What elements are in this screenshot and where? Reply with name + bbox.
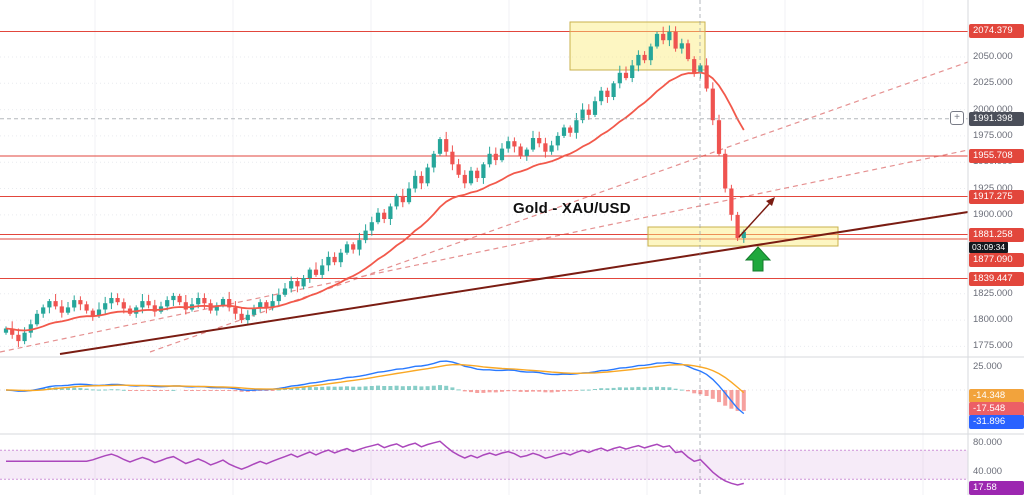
price-axis-tick: 1925.000 (973, 182, 1013, 194)
rsi-axis-tick: 40.000 (973, 466, 1003, 477)
level-1839-badge[interactable]: 1839.447 (969, 271, 1024, 286)
breakout-arrow[interactable] (738, 197, 775, 238)
price-axis-tick: 1775.000 (973, 340, 1013, 352)
trend-channel-lines[interactable] (0, 61, 969, 353)
macd-line-badge[interactable]: -31.896 (969, 415, 1024, 429)
candlestick-series[interactable] (3, 25, 746, 348)
rsi-panel[interactable] (0, 440, 968, 486)
symbol-label: Gold - XAU/USD (513, 200, 631, 217)
macd-histogram-badge[interactable]: -17.548 (969, 402, 1024, 416)
crosshair-add-icon[interactable]: + (950, 111, 964, 125)
rsi-axis-tick: 80.000 (973, 437, 1003, 448)
long-term-trendline[interactable] (59, 211, 969, 355)
macd-axis-tick: 25.000 (973, 361, 1003, 372)
level-1955-badge[interactable]: 1955.708 (969, 149, 1024, 164)
green-up-arrow[interactable] (744, 246, 772, 272)
right-axis[interactable]: 2050.0002025.0002000.0001975.0001950.000… (969, 0, 1024, 495)
last-price-badge[interactable]: 1881.258 (969, 227, 1024, 242)
macd-signal-line[interactable] (5, 363, 745, 394)
rsi-value-badge[interactable]: 17.58 (969, 481, 1024, 495)
price-axis-tick: 2050.000 (973, 51, 1013, 62)
candle-countdown-timer: 03:09:34 (969, 241, 1009, 253)
grid-layer (0, 0, 968, 495)
rsi-line[interactable] (6, 440, 744, 486)
price-axis-tick: 2000.000 (973, 103, 1013, 115)
crosshair-lines (0, 0, 968, 495)
price-axis-tick: 1800.000 (973, 314, 1013, 326)
level-lines[interactable] (0, 30, 968, 280)
price-axis-tick: 1975.000 (973, 129, 1013, 141)
level-1877-badge[interactable]: 1877.090 (969, 253, 1024, 267)
level-2074-badge[interactable]: 2074.379 (969, 24, 1024, 39)
price-axis-tick: 2025.000 (973, 77, 1013, 89)
price-axis-tick: 1825.000 (973, 287, 1013, 299)
macd-signal-badge[interactable]: -14.348 (969, 389, 1024, 403)
level-1917-badge[interactable]: 1917.275 (969, 189, 1024, 204)
crosshair-price-badge[interactable]: 1991.398 (969, 111, 1024, 126)
price-axis-tick: 1900.000 (973, 208, 1013, 220)
ma-line[interactable] (5, 71, 745, 332)
macd-panel[interactable] (5, 360, 746, 415)
